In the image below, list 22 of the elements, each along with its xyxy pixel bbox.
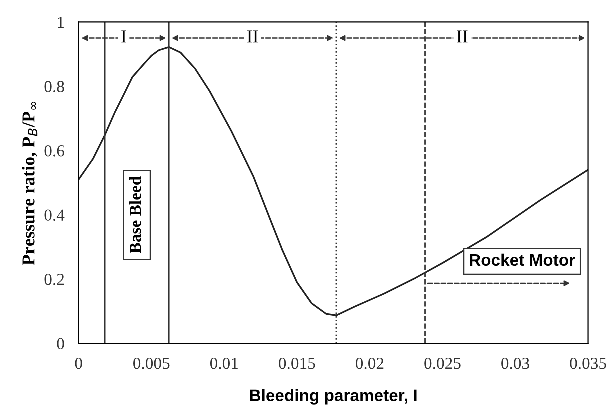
x-axis-title: Bleeding parameter, I — [250, 389, 417, 405]
x-tick-label: 0.01 — [210, 358, 238, 370]
x-tick-label: 0 — [75, 358, 82, 370]
y-axis-title: Pressure ratio, P$_{B}$/P$_{∞}$ — [22, 102, 38, 266]
y-tick-label: 0.8 — [44, 81, 64, 92]
annotation: Rocket Motor — [470, 254, 576, 266]
y-tick-label: 0.2 — [44, 274, 64, 286]
annotation: I — [122, 30, 126, 43]
line-series — [78, 46, 588, 316]
x-tick-label: 0.02 — [356, 358, 384, 370]
annotation: Base Bleed — [130, 176, 142, 254]
y-tick-label: 0.4 — [44, 210, 65, 222]
annotation: II — [247, 30, 258, 43]
y-tick-label: 0 — [57, 338, 64, 350]
x-tick-label: 0.025 — [424, 358, 461, 370]
x-tick-label: 0.03 — [502, 358, 530, 370]
x-tick-label: 0.015 — [279, 358, 316, 370]
annotation: II — [457, 30, 468, 43]
x-tick-label: 0.035 — [570, 358, 606, 370]
x-tick-label: 0.005 — [134, 358, 170, 370]
y-tick-label: 1 — [58, 16, 64, 28]
y-tick-label: 0.6 — [44, 145, 64, 157]
